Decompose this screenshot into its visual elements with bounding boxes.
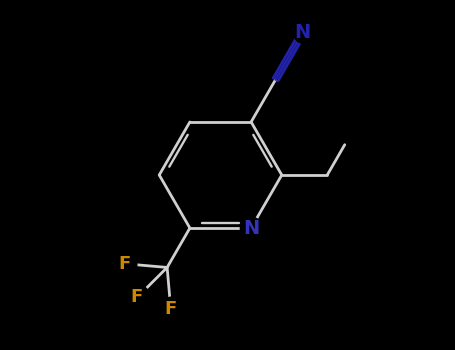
Text: F: F xyxy=(118,255,131,273)
Text: N: N xyxy=(295,23,311,42)
Text: F: F xyxy=(165,300,177,317)
Text: N: N xyxy=(243,218,259,238)
Text: F: F xyxy=(131,288,143,306)
